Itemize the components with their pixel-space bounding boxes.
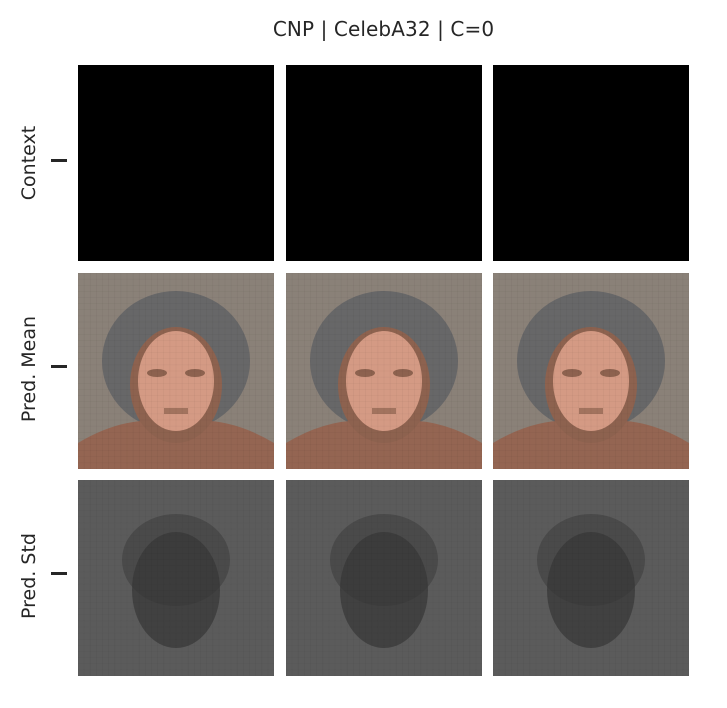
predicted-mean-image [78,273,274,469]
context-image [493,65,689,261]
predicted-mean-image [493,273,689,469]
row-label-pred-mean: Pred. Mean [18,315,40,423]
row-label-context: Context [18,125,40,201]
row-tick-pred-mean [51,365,67,368]
predicted-mean-image [286,273,482,469]
predicted-std-image [493,480,689,676]
row-tick-context [51,159,67,162]
context-image [286,65,482,261]
context-image [78,65,274,261]
row-tick-pred-std [51,572,67,575]
predicted-std-image [286,480,482,676]
predicted-std-image [78,480,274,676]
figure-title: CNP | CelebA32 | C=0 [272,17,495,41]
row-label-pred-std: Pred. Std [18,533,40,619]
